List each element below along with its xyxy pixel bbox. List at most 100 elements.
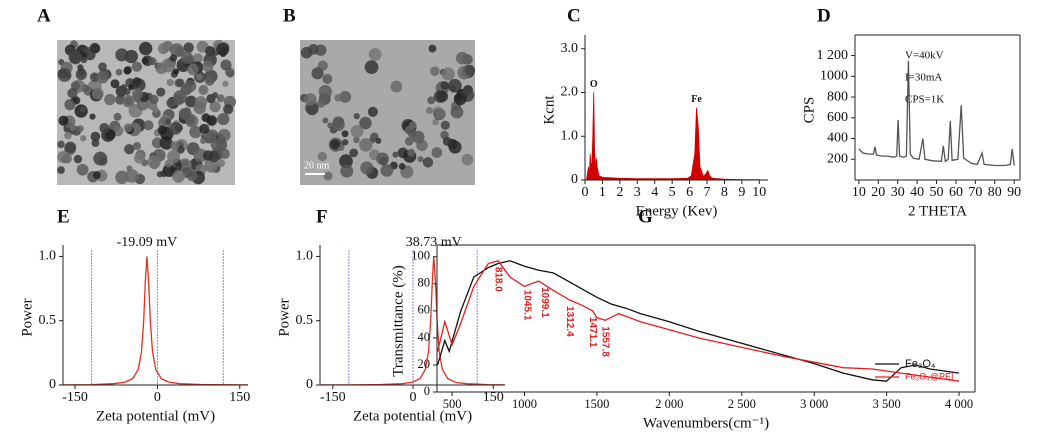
y-tick-label: 1000 xyxy=(820,69,848,84)
particle xyxy=(342,139,349,146)
particle xyxy=(432,118,439,126)
x-tick-label: -150 xyxy=(62,390,88,405)
legend-label: Fe₃O₄ xyxy=(905,358,936,370)
x-tick-label: 30 xyxy=(891,185,905,200)
y-tick-label: 0 xyxy=(306,377,313,392)
particle xyxy=(79,106,86,113)
particle xyxy=(104,93,116,106)
panel-label: E xyxy=(57,206,70,227)
particle xyxy=(222,80,229,87)
particle xyxy=(392,151,399,158)
particle xyxy=(167,150,181,163)
x-axis-label: Energy (Kev) xyxy=(636,203,718,219)
x-tick-label: 80 xyxy=(988,185,1002,200)
particle xyxy=(427,96,436,105)
y-tick-label: 0 xyxy=(49,377,56,392)
particle xyxy=(199,137,207,145)
particle xyxy=(143,120,154,131)
particle xyxy=(404,136,414,146)
particle xyxy=(367,106,378,117)
particle xyxy=(199,123,210,134)
x-tick-label: 3 xyxy=(634,185,641,200)
particle xyxy=(125,169,139,183)
x-tick-label: 2 500 xyxy=(728,397,756,411)
line xyxy=(858,60,1015,167)
particle xyxy=(425,106,433,115)
particle xyxy=(436,90,449,103)
particle xyxy=(323,171,333,181)
particle xyxy=(64,141,77,154)
particle xyxy=(398,163,406,170)
particle xyxy=(64,99,76,111)
x-tick-label: 150 xyxy=(483,390,504,405)
particle xyxy=(440,81,449,90)
x-tick-label: 1500 xyxy=(584,397,609,411)
particle xyxy=(92,171,101,179)
peak-label: 1045.1 xyxy=(521,290,532,321)
particle xyxy=(131,88,144,100)
particle xyxy=(93,151,108,166)
x-tick-label: 0 xyxy=(154,390,161,405)
particle xyxy=(96,71,109,84)
particle xyxy=(332,118,345,132)
particle xyxy=(193,148,208,163)
x-tick-label: 0 xyxy=(582,185,589,200)
panel-label: A xyxy=(37,5,51,26)
particle xyxy=(447,78,462,93)
particle xyxy=(182,167,194,179)
particle xyxy=(64,131,72,140)
x-tick-label: 1000 xyxy=(512,397,537,411)
particle xyxy=(77,125,84,132)
particle xyxy=(189,125,202,139)
particle xyxy=(359,116,372,130)
panel-label: F xyxy=(316,206,328,227)
particle xyxy=(193,101,207,115)
line xyxy=(62,256,249,386)
y-tick-label: 2.0 xyxy=(561,85,579,100)
particle xyxy=(69,124,77,132)
panel-label: C xyxy=(567,5,581,26)
x-tick-label: 1 xyxy=(599,185,606,200)
particle xyxy=(185,95,197,108)
chart-title: -19.09 mV xyxy=(117,235,178,250)
particle xyxy=(170,141,180,151)
particle xyxy=(178,107,191,120)
y-tick-label: 0 xyxy=(424,384,430,398)
particle xyxy=(317,99,326,108)
particle xyxy=(123,123,133,133)
y-tick-label: 0.5 xyxy=(39,313,57,328)
scale-bar-label: 20 nm xyxy=(304,160,330,171)
particle xyxy=(77,64,84,71)
x-tick-label: 2 000 xyxy=(655,397,683,411)
particle xyxy=(304,93,317,106)
line xyxy=(436,260,960,382)
peak-annotation: Fe xyxy=(691,94,702,105)
particle xyxy=(58,115,69,126)
particle xyxy=(122,94,135,108)
particle xyxy=(132,77,142,87)
particle xyxy=(461,153,474,166)
particle xyxy=(99,122,110,134)
particle xyxy=(376,152,389,166)
x-tick-label: 40 xyxy=(910,185,924,200)
y-tick-label: 3.0 xyxy=(561,41,579,56)
particle xyxy=(456,51,469,65)
particle xyxy=(353,136,360,144)
particle xyxy=(211,92,219,99)
note: V=40kV xyxy=(905,50,944,62)
particle xyxy=(334,93,342,102)
particle xyxy=(322,73,333,84)
particle xyxy=(359,138,373,152)
particle xyxy=(120,84,127,91)
particle xyxy=(147,155,161,169)
x-tick-label: 20 xyxy=(871,185,885,200)
particle xyxy=(201,113,211,123)
particle xyxy=(431,147,443,158)
particle xyxy=(417,156,424,163)
particle xyxy=(442,136,452,146)
particle xyxy=(217,112,230,126)
particle xyxy=(157,125,167,135)
particle xyxy=(341,130,349,138)
x-tick-label: 3 500 xyxy=(873,397,901,411)
